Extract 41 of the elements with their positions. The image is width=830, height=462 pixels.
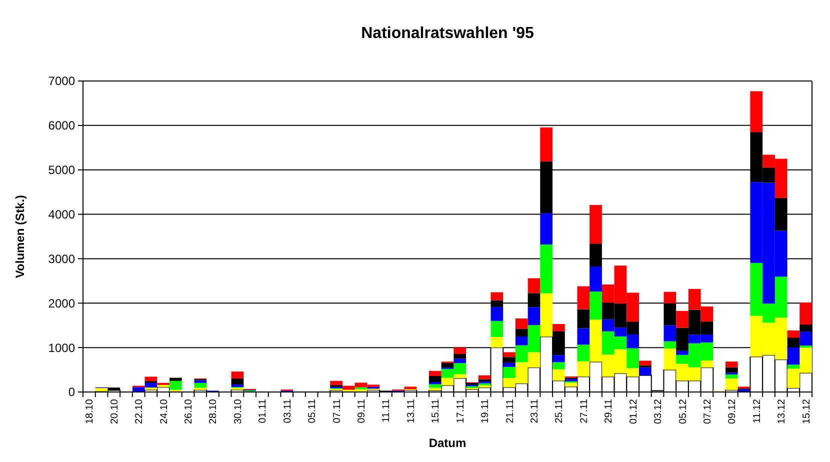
- x-tick-label: 23.11: [529, 398, 540, 424]
- y-tick-label: 2000: [48, 296, 76, 310]
- y-tick-label: 5000: [48, 163, 76, 178]
- x-tick-label: 29.11: [604, 398, 615, 424]
- x-tick-label: 22.10: [134, 398, 146, 424]
- x-tick-label: 07.12: [702, 398, 714, 424]
- x-tick-label: 09.11: [356, 398, 368, 424]
- x-tick-label: 17.11: [455, 398, 466, 424]
- x-tick-label: 09.12: [727, 398, 738, 424]
- x-tick-label: 05.11: [307, 398, 318, 424]
- x-tick-label: 03.12: [653, 398, 664, 424]
- chart-title: Nationalratswahlen '95: [361, 25, 534, 42]
- y-tick-label: 0: [68, 385, 76, 400]
- x-tick-label: 13.12: [776, 398, 788, 424]
- x-tick-label: 01.11: [258, 398, 269, 424]
- x-tick-label: 15.12: [801, 398, 812, 424]
- x-tick-label: 05.12: [678, 398, 689, 424]
- x-tick-label: 15.11: [430, 398, 442, 424]
- y-tick-label: 4000: [48, 207, 76, 222]
- x-tick-label: 27.11: [578, 398, 590, 424]
- x-tick-label: 25.11: [554, 398, 566, 424]
- x-tick-label: 30.10: [232, 398, 244, 424]
- y-tick-label: 1000: [48, 340, 76, 355]
- x-tick-label: 24.10: [158, 398, 170, 424]
- x-tick-label: 21.11: [504, 398, 516, 424]
- x-tick-label: 07.11: [332, 398, 343, 424]
- x-tick-label: 18.10: [84, 398, 96, 424]
- x-axis-title: Datum: [428, 436, 466, 450]
- x-tick-label: 11.11: [381, 398, 392, 423]
- x-tick-label: 11.12: [752, 398, 763, 424]
- x-tick-label: 13.11: [406, 398, 417, 424]
- x-tick-label: 03.11: [282, 398, 294, 424]
- x-tick-label: 20.10: [109, 398, 120, 424]
- y-tick-label: 7000: [48, 74, 76, 88]
- y-tick-label: 6000: [48, 118, 76, 133]
- y-axis-title: Volumen (Stk.): [13, 194, 27, 278]
- y-tick-label: 3000: [48, 252, 76, 266]
- x-tick-label: 26.10: [184, 398, 195, 424]
- x-tick-label: 28.10: [208, 398, 220, 424]
- x-tick-label: 01.12: [628, 398, 640, 424]
- x-tick-label: 19.11: [480, 398, 492, 424]
